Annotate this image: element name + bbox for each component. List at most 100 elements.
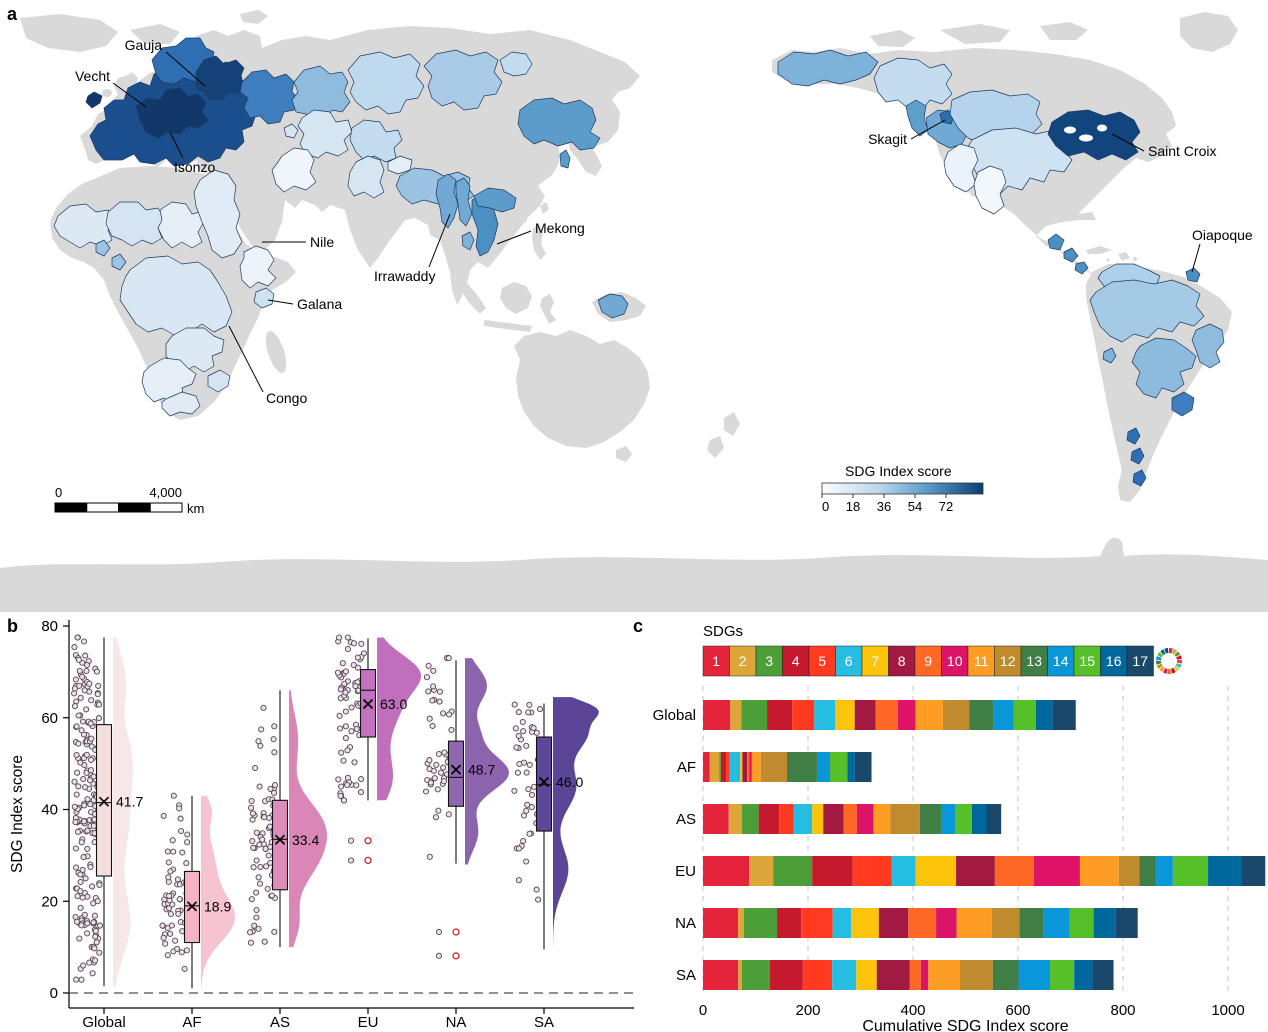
violin-Global [113,637,133,987]
data-point [260,704,267,711]
data-point [436,688,443,695]
data-point [530,724,537,732]
sdg-legend-number: 8 [898,653,906,669]
data-point [440,764,447,771]
data-point [445,655,452,662]
data-point [434,786,441,793]
data-point [73,723,80,730]
sdg-legend-swatch-11 [967,645,995,677]
bar-segment-sdg8 [956,856,995,886]
data-point [251,922,258,929]
sdg-legend-swatch-13 [1020,645,1048,677]
sdg-legend-swatch-4 [782,645,810,677]
bar-segment-sdg14 [1156,856,1173,886]
bar-segment-sdg14 [993,700,1014,730]
data-point [250,864,257,871]
sdg-legend-swatch-3 [755,645,783,677]
y-tick-label: 80 [41,618,58,635]
sdg-wheel-arc [1168,648,1173,654]
data-point [80,854,87,861]
legend-tick-label: 18 [846,499,860,514]
bar-segment-sdg7 [915,856,957,886]
data-point [167,930,174,937]
data-point [176,896,183,903]
bar-segment-sdg12 [890,804,920,834]
bar-segment-sdg12 [959,960,993,990]
x-tick-label: 200 [795,1002,820,1019]
bar-segment-sdg14 [941,804,956,834]
data-point [92,933,99,940]
data-point [75,783,82,790]
legend-tick-label: 36 [877,499,891,514]
data-point [258,726,265,733]
data-point [342,708,349,715]
bar-row-NA [703,908,1138,938]
data-point [74,893,81,900]
data-point [352,683,359,690]
bar-segment-sdg7 [740,752,743,782]
data-point [84,796,91,803]
bar-segment-sdg13 [919,804,942,834]
data-point [75,712,82,719]
data-point [270,736,277,743]
data-point [520,837,527,844]
mean-marker-Global [98,796,110,807]
bar-segment-sdg16 [1208,856,1242,886]
data-point [247,939,254,946]
points-NA [422,655,455,860]
data-point [336,712,343,719]
data-point [513,744,520,751]
mean-label-SA: 46.0 [556,774,583,790]
bar-segment-sdg11 [928,960,960,990]
data-point [82,652,89,659]
leader-line [428,213,451,268]
data-point [90,919,97,926]
data-point [263,863,270,870]
data-point [73,791,80,798]
data-point [79,894,86,901]
data-point [89,883,96,890]
data-point [344,781,351,789]
bar-segment-sdg9 [843,804,857,834]
box-NA [447,740,465,807]
mean-label-EU: 63.0 [380,696,407,712]
outlier-point-EU [347,837,355,844]
bar-segment-sdg14 [1018,960,1051,990]
basin-annotations: Gauja Vecht Isonzo Nile Galana Congo Irrawaddy… [75,37,1253,406]
bar-label-SA: SA [676,967,696,984]
data-point [79,866,86,873]
x-tick-label: 400 [900,1002,925,1019]
bar-segment-sdg15 [955,804,972,834]
data-point [422,788,430,795]
outlier-point-NA [435,952,443,959]
bar-segment-sdg16 [847,752,855,782]
legend-tick-label: 72 [939,499,953,514]
sdg-wheel-arc [1156,656,1162,661]
data-point [526,761,533,768]
basin-label: Congo [266,390,307,406]
bar-segment-sdg1 [703,700,731,730]
outlier-point-NA [435,928,443,936]
data-point [252,764,259,772]
data-point [531,783,538,790]
data-point [342,723,349,730]
basin-label: Mekong [535,220,585,236]
bar-segment-sdg7 [851,908,879,938]
bar-label-AF: AF [677,759,696,776]
data-point [351,759,358,766]
mean-marker-AF [186,901,198,912]
data-point [89,970,96,977]
data-point [515,877,522,884]
data-point [88,697,95,704]
data-point [71,803,78,810]
data-point [84,930,91,937]
data-point [350,661,357,669]
x-tick-label: 0 [699,1002,707,1019]
points-SA [511,701,544,903]
data-point [511,787,518,794]
data-point [344,645,351,653]
mean-label-Global: 41.7 [116,794,143,810]
data-point [266,814,273,821]
